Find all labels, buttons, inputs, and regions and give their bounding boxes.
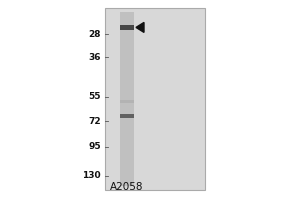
Text: 72: 72	[88, 117, 101, 126]
Bar	[120, 100, 134, 103]
Text: 55: 55	[88, 92, 101, 101]
Bar	[120, 25, 134, 30]
Text: 36: 36	[88, 53, 101, 62]
Text: 95: 95	[88, 142, 101, 151]
Text: A2058: A2058	[110, 182, 144, 192]
Text: 28: 28	[88, 30, 101, 39]
Bar	[105, 8, 205, 190]
Polygon shape	[136, 22, 144, 32]
Bar	[120, 12, 134, 186]
Text: 130: 130	[82, 171, 101, 180]
Bar	[120, 114, 134, 118]
